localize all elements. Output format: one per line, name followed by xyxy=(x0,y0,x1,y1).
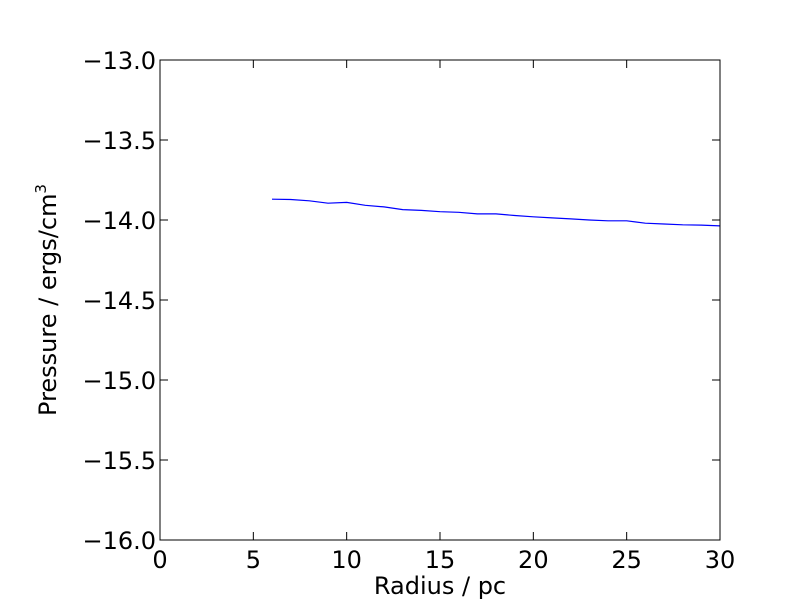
x-tick-label: 30 xyxy=(705,546,736,574)
y-axis-title-superscript: 3 xyxy=(32,184,50,194)
y-axis-title-main: Pressure / ergs/cm xyxy=(34,194,62,416)
y-axis-title: Pressure / ergs/cm3 xyxy=(32,184,62,416)
y-tick-label: −14.5 xyxy=(82,287,156,315)
plot-frame xyxy=(159,59,721,541)
x-tick-label: 10 xyxy=(331,546,362,574)
y-tick-label: −16.0 xyxy=(82,527,156,555)
y-tick-label: −15.0 xyxy=(82,367,156,395)
x-tick-label: 5 xyxy=(246,546,261,574)
series-line xyxy=(271,198,721,227)
plot-area xyxy=(160,60,720,540)
series-layer xyxy=(271,198,721,227)
x-tick-label: 25 xyxy=(611,546,642,574)
x-axis-title: Radius / pc xyxy=(374,572,506,600)
ticks-layer: 0 5 10 15 20 25 30 −16.0 −15.5 −15.0 −14.5 −14.0 −13… xyxy=(82,47,735,574)
y-tick-label: −14.0 xyxy=(82,207,156,235)
x-tick-label: 20 xyxy=(518,546,549,574)
y-tick-label: −15.5 xyxy=(82,447,156,475)
x-tick-label: 0 xyxy=(152,546,167,574)
x-tick-label: 15 xyxy=(425,546,456,574)
y-tick-label: −13.5 xyxy=(82,127,156,155)
y-tick-label: −13.0 xyxy=(82,47,156,75)
